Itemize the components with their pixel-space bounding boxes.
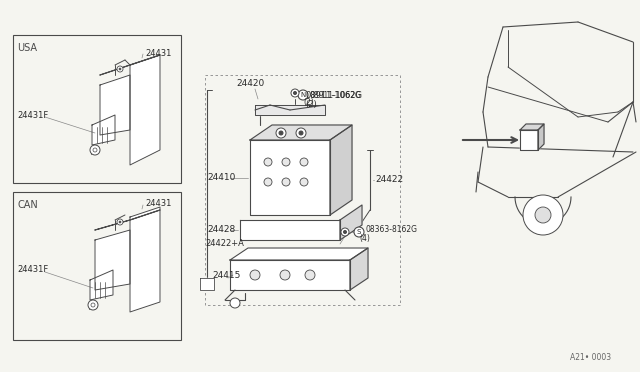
- Text: (2): (2): [305, 99, 317, 109]
- Circle shape: [91, 303, 95, 307]
- Polygon shape: [95, 210, 160, 230]
- Circle shape: [90, 145, 100, 155]
- Circle shape: [300, 178, 308, 186]
- Polygon shape: [130, 55, 160, 165]
- Circle shape: [119, 221, 121, 223]
- Polygon shape: [92, 115, 115, 145]
- Text: 08363-8162G: 08363-8162G: [365, 225, 417, 234]
- Text: CAN: CAN: [17, 200, 38, 210]
- Bar: [13, 192, 181, 340]
- Circle shape: [344, 231, 346, 234]
- Circle shape: [88, 300, 98, 310]
- Text: (4): (4): [360, 234, 371, 244]
- Polygon shape: [100, 55, 160, 75]
- Circle shape: [282, 178, 290, 186]
- Polygon shape: [230, 248, 368, 260]
- Circle shape: [279, 131, 283, 135]
- Text: 24422+A: 24422+A: [205, 240, 244, 248]
- Circle shape: [299, 131, 303, 135]
- Polygon shape: [255, 105, 325, 115]
- Text: USA: USA: [17, 43, 37, 53]
- Circle shape: [264, 178, 272, 186]
- Text: 08911-1062G: 08911-1062G: [305, 90, 362, 99]
- Circle shape: [280, 270, 290, 280]
- Circle shape: [296, 128, 306, 138]
- Text: 24431F: 24431F: [17, 110, 48, 119]
- Polygon shape: [90, 270, 113, 300]
- Circle shape: [354, 227, 364, 237]
- Text: (2): (2): [303, 99, 314, 108]
- Circle shape: [264, 158, 272, 166]
- Polygon shape: [200, 278, 214, 290]
- Circle shape: [305, 270, 315, 280]
- Polygon shape: [230, 260, 350, 290]
- Circle shape: [523, 195, 563, 235]
- Text: 24431: 24431: [145, 48, 172, 58]
- Text: 24422: 24422: [375, 176, 403, 185]
- Text: 24415: 24415: [212, 270, 241, 279]
- Polygon shape: [100, 75, 130, 135]
- Text: 24431F: 24431F: [17, 266, 48, 275]
- Circle shape: [117, 66, 123, 72]
- Circle shape: [294, 92, 296, 94]
- Polygon shape: [520, 124, 544, 130]
- Circle shape: [93, 148, 97, 152]
- Polygon shape: [350, 248, 368, 290]
- Circle shape: [341, 228, 349, 236]
- Circle shape: [119, 68, 121, 70]
- Polygon shape: [330, 125, 352, 215]
- Circle shape: [250, 270, 260, 280]
- Bar: [13, 35, 181, 183]
- Circle shape: [282, 158, 290, 166]
- Text: S: S: [357, 229, 361, 235]
- Circle shape: [535, 207, 551, 223]
- Polygon shape: [340, 205, 362, 240]
- Polygon shape: [95, 230, 130, 290]
- Polygon shape: [130, 207, 160, 312]
- Text: N: N: [300, 92, 306, 98]
- Circle shape: [291, 89, 299, 97]
- Circle shape: [117, 219, 123, 225]
- Text: 08911-1062G: 08911-1062G: [309, 90, 361, 99]
- Circle shape: [298, 90, 308, 100]
- Text: A21• 0003: A21• 0003: [570, 353, 611, 362]
- Polygon shape: [250, 140, 330, 215]
- Polygon shape: [240, 220, 340, 240]
- Text: 24410: 24410: [207, 173, 236, 183]
- Circle shape: [300, 158, 308, 166]
- Text: 24428: 24428: [207, 225, 236, 234]
- Circle shape: [230, 298, 240, 308]
- Polygon shape: [538, 124, 544, 150]
- Text: 24420: 24420: [236, 78, 264, 87]
- Polygon shape: [250, 125, 352, 140]
- Circle shape: [276, 128, 286, 138]
- Text: 24431: 24431: [145, 199, 172, 208]
- Polygon shape: [520, 130, 538, 150]
